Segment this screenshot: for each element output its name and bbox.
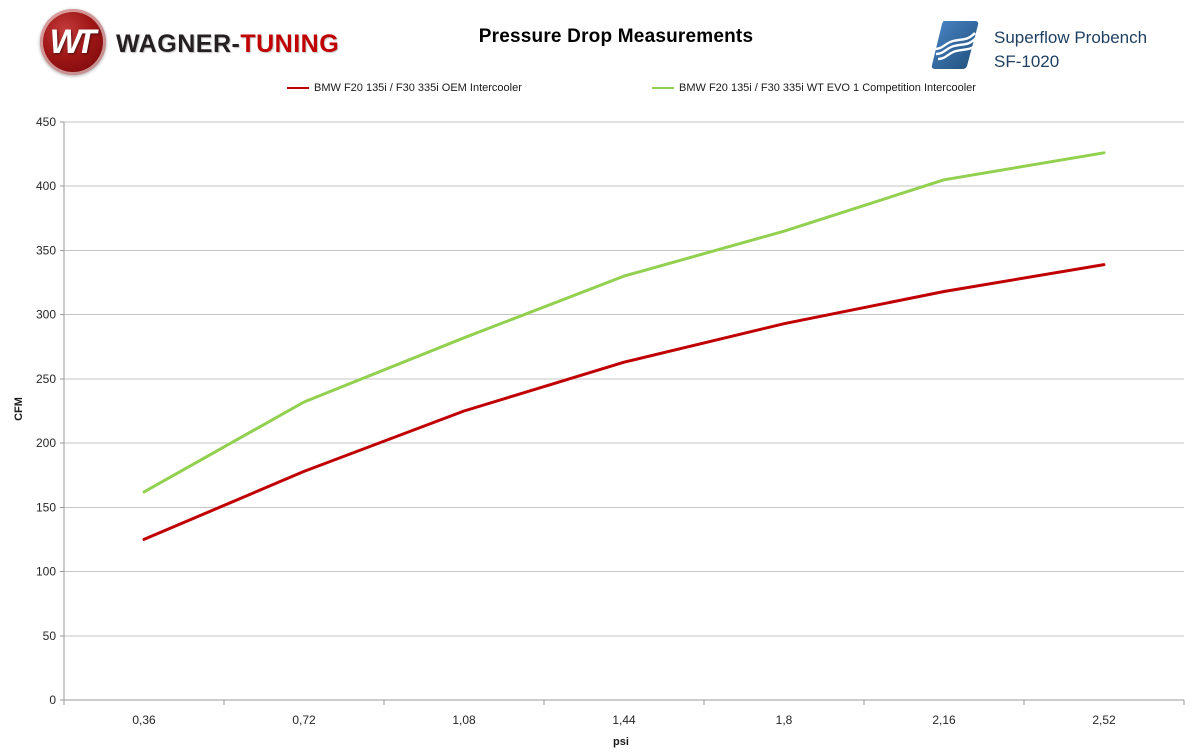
y-tick-label: 150 [36, 500, 56, 514]
wagner-monogram: WT [49, 22, 97, 61]
superflow-line1: Superflow Probench [994, 28, 1148, 47]
superflow-line2: SF-1020 [994, 52, 1060, 71]
y-tick-label: 250 [36, 372, 56, 386]
y-tick-label: 350 [36, 243, 56, 257]
wagner-wordmark: WAGNER-TUNING [116, 30, 339, 59]
y-tick-label: 0 [49, 693, 56, 707]
x-tick-label: 2,16 [932, 713, 956, 727]
superflow-logo-icon [931, 21, 979, 69]
y-tick-label: 300 [36, 308, 56, 322]
y-tick-label: 400 [36, 179, 56, 193]
legend-line-swatch [652, 87, 674, 89]
superflow-brand: Superflow Probench SF-1020 [930, 20, 1147, 74]
wagner-tuning-logo: WT [40, 9, 106, 75]
wagner-wordmark-red: TUNING [240, 30, 340, 58]
series-line-0 [142, 263, 1106, 541]
x-tick-label: 2,52 [1092, 713, 1116, 727]
y-tick-label: 450 [36, 115, 56, 129]
legend-label: BMW F20 135i / F30 335i WT EVO 1 Competi… [679, 82, 976, 94]
x-tick-label: 0,72 [292, 713, 316, 727]
x-axis-title: psi [613, 736, 629, 748]
series-line-1 [142, 151, 1106, 494]
legend-item: BMW F20 135i / F30 335i OEM Intercooler [287, 82, 522, 94]
y-tick-label: 100 [36, 565, 56, 579]
x-tick-label: 1,08 [452, 713, 476, 727]
wagner-wordmark-black: WAGNER- [116, 30, 241, 58]
x-tick-label: 1,8 [776, 713, 793, 727]
legend-line-swatch [287, 87, 309, 89]
y-axis-title: CFM [13, 397, 25, 421]
legend-item: BMW F20 135i / F30 335i WT EVO 1 Competi… [652, 82, 976, 94]
y-tick-label: 50 [43, 629, 57, 643]
superflow-text: Superflow Probench SF-1020 [994, 26, 1147, 74]
y-tick-label: 200 [36, 436, 56, 450]
page-title: Pressure Drop Measurements [478, 26, 754, 47]
x-tick-label: 0,36 [132, 713, 156, 727]
legend-label: BMW F20 135i / F30 335i OEM Intercooler [314, 82, 522, 94]
x-tick-label: 1,44 [612, 713, 636, 727]
